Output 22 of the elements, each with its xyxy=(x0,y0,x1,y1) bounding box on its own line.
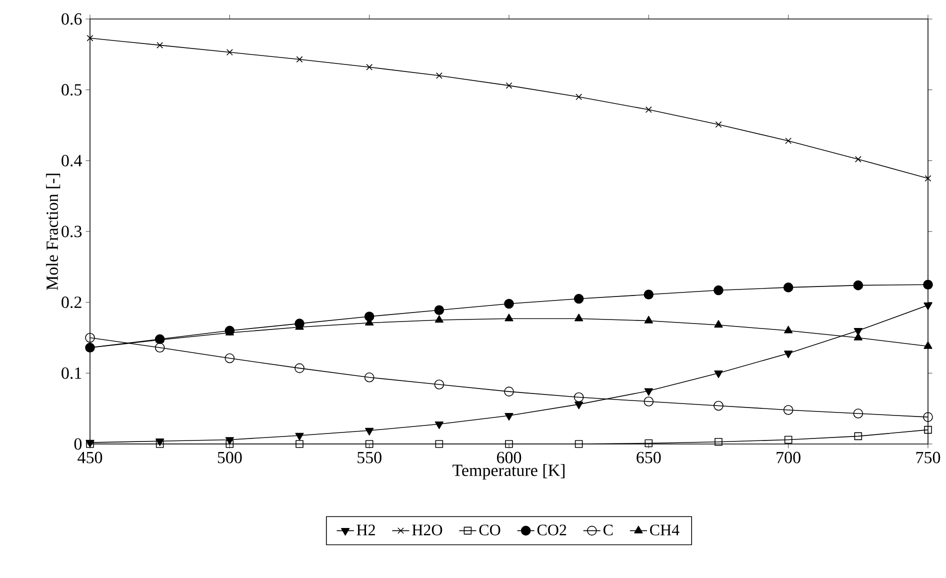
legend-label: CH4 xyxy=(650,524,680,536)
x-tick-label: 500 xyxy=(218,452,242,464)
y-tick-label: 0.1 xyxy=(62,367,82,379)
y-tick-label: 0.4 xyxy=(62,154,82,166)
y-tick-label: 0.5 xyxy=(62,84,82,96)
x-tick-label: 750 xyxy=(916,452,940,464)
y-tick-label: 0.2 xyxy=(62,296,82,308)
x-tick-label: 550 xyxy=(358,452,382,464)
legend-label: C xyxy=(604,524,613,536)
y-tick-label: 0.3 xyxy=(62,226,82,238)
legend-label: CO xyxy=(479,524,500,536)
x-tick-label: 650 xyxy=(636,452,661,464)
legend-label: CO2 xyxy=(537,524,566,536)
legend-label: H2 xyxy=(356,524,375,536)
x-axis-title: Temperature [K] xyxy=(452,464,565,480)
y-tick-label: 0.6 xyxy=(62,13,82,25)
y-tick-label: 0 xyxy=(74,438,82,450)
x-tick-label: 700 xyxy=(776,452,800,464)
legend-label: H2O xyxy=(412,524,442,536)
x-tick-label: 450 xyxy=(78,452,102,464)
y-axis-title: Mole Fraction [-] xyxy=(46,174,60,290)
x-tick-label: 600 xyxy=(496,452,522,464)
